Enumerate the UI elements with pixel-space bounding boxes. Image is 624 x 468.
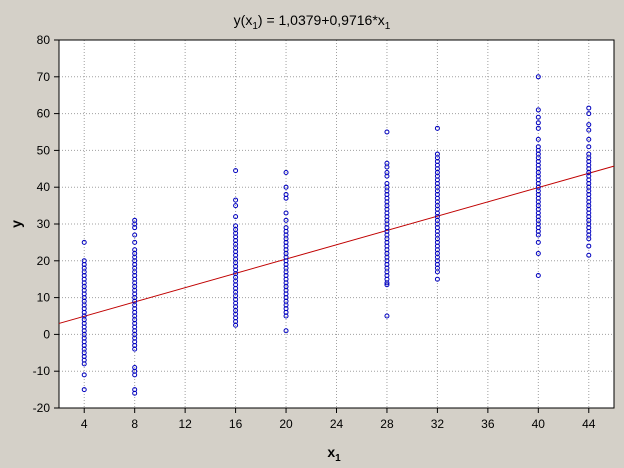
- data-point: [535, 120, 541, 126]
- x-tick-label: 36: [481, 417, 495, 431]
- chart-title: y(x1) = 1,0379+0,9716*x1: [234, 12, 391, 32]
- data-point: [81, 239, 87, 245]
- data-point: [586, 136, 592, 142]
- title-tail-sub: 1: [385, 21, 391, 32]
- data-point: [535, 273, 541, 279]
- data-point: [586, 105, 592, 111]
- data-point: [434, 276, 440, 282]
- data-point: [283, 169, 289, 175]
- title-main: y(x: [234, 12, 253, 28]
- data-point: [535, 74, 541, 80]
- y-tick-label: -10: [33, 364, 51, 378]
- data-point: [132, 346, 138, 352]
- data-point: [586, 122, 592, 128]
- data-point: [586, 243, 592, 249]
- x-axis-title-sub: 1: [335, 453, 341, 464]
- y-tick-label: 60: [37, 107, 51, 121]
- data-point: [233, 203, 239, 209]
- data-point: [81, 361, 87, 367]
- data-point: [384, 173, 390, 179]
- data-point: [586, 144, 592, 150]
- x-tick-label: 24: [330, 417, 344, 431]
- data-point: [586, 252, 592, 258]
- data-point: [81, 372, 87, 378]
- title-rest: ) = 1,0379+0,9716*x: [258, 12, 385, 28]
- y-tick-label: 80: [37, 33, 51, 47]
- data-point: [535, 239, 541, 245]
- data-point: [535, 232, 541, 238]
- data-point: [283, 184, 289, 190]
- x-tick-label: 40: [532, 417, 546, 431]
- y-tick-label: 20: [37, 254, 51, 268]
- data-point: [283, 195, 289, 201]
- data-point: [384, 280, 390, 286]
- data-point: [384, 282, 390, 288]
- data-point: [586, 111, 592, 117]
- y-tick-label: 70: [37, 70, 51, 84]
- data-point: [535, 125, 541, 131]
- x-tick-label: 4: [81, 417, 88, 431]
- x-axis-title: x1: [327, 444, 341, 464]
- data-point: [132, 390, 138, 396]
- data-point: [384, 129, 390, 135]
- data-point: [384, 313, 390, 319]
- title-sub: 1: [252, 21, 258, 32]
- data-point: [233, 322, 239, 328]
- data-point: [586, 236, 592, 242]
- x-axis-title-main: x: [327, 444, 335, 460]
- data-point: [233, 168, 239, 174]
- data-point: [132, 232, 138, 238]
- data-point: [81, 387, 87, 393]
- data-point: [434, 125, 440, 131]
- data-point: [384, 164, 390, 170]
- y-tick-label: 40: [37, 180, 51, 194]
- data-point: [132, 225, 138, 231]
- x-tick-label: 44: [582, 417, 596, 431]
- data-point: [283, 217, 289, 223]
- data-point: [283, 313, 289, 319]
- data-point: [233, 214, 239, 220]
- data-point: [233, 197, 239, 203]
- data-point: [535, 250, 541, 256]
- data-point: [535, 114, 541, 120]
- data-point: [535, 136, 541, 142]
- data-point: [283, 328, 289, 334]
- y-tick-label: 30: [37, 217, 51, 231]
- x-tick-label: 12: [178, 417, 192, 431]
- x-tick-label: 28: [380, 417, 394, 431]
- data-point: [434, 269, 440, 275]
- x-tick-label: 32: [431, 417, 445, 431]
- data-point: [586, 127, 592, 133]
- x-tick-label: 20: [279, 417, 293, 431]
- data-point: [132, 239, 138, 245]
- data-point: [132, 372, 138, 378]
- data-point: [535, 107, 541, 113]
- y-tick-label: -20: [33, 401, 51, 415]
- y-axis-title: y: [8, 220, 24, 228]
- y-tick-label: 50: [37, 143, 51, 157]
- plot-area: 4 8 12 16 20 24 28 32 36 40 44 -20 -10 0 10 20 30 40 50 60 7…: [33, 33, 615, 431]
- x-tick-label: 16: [229, 417, 243, 431]
- data-point: [283, 210, 289, 216]
- y-tick-label: 10: [37, 291, 51, 305]
- regression-line: [58, 165, 615, 324]
- y-tick-label: 0: [43, 327, 50, 341]
- x-tick-label: 8: [131, 417, 138, 431]
